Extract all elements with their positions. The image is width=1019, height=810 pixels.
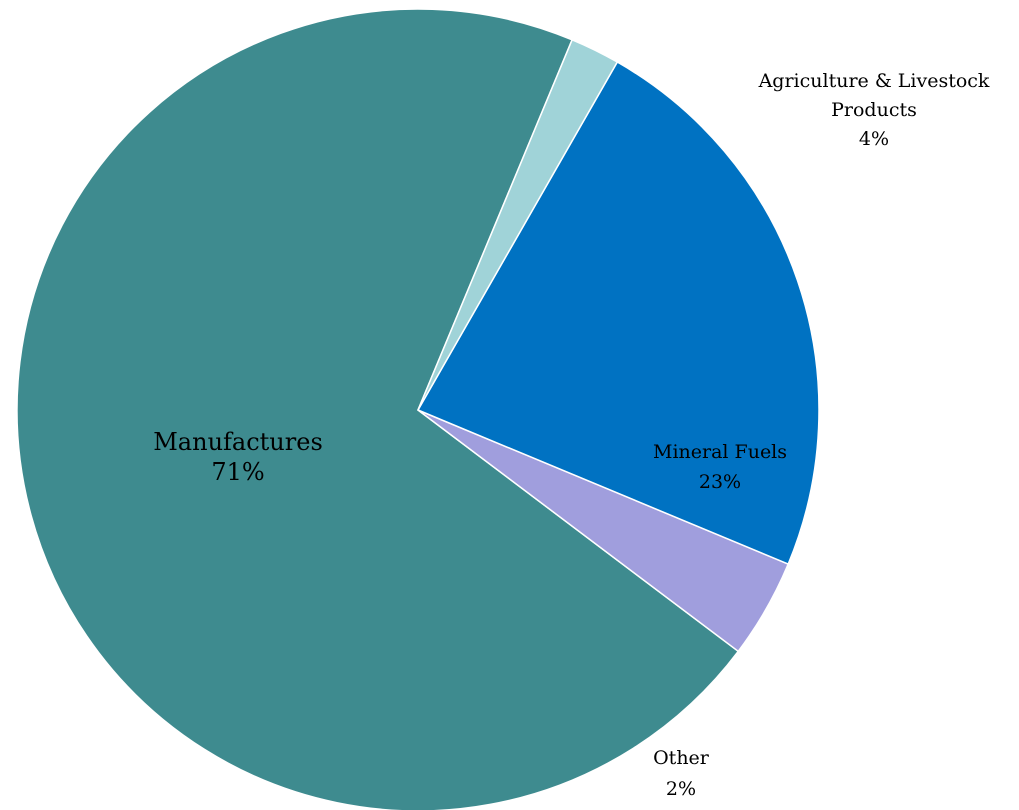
value-label-agriculture-livestock-products: 4% bbox=[859, 128, 889, 150]
label-text-other: Other bbox=[653, 747, 710, 769]
slice-manufactures bbox=[16, 8, 739, 810]
value-label-manufactures: 71% bbox=[211, 458, 264, 486]
label-text-agriculture-livestock-products: Agriculture & Livestock bbox=[758, 70, 990, 92]
slice-mineral-fuels bbox=[417, 61, 820, 565]
label-other: Other 2% bbox=[653, 747, 710, 800]
label-agriculture-livestock-products: Agriculture & Livestock Products 4% bbox=[758, 70, 990, 150]
value-label-other: 2% bbox=[666, 778, 696, 800]
pie-slices bbox=[16, 8, 820, 810]
label-manufactures: Manufactures 71% bbox=[153, 428, 323, 486]
slice-other bbox=[417, 39, 619, 411]
label-text-manufactures: Manufactures bbox=[153, 428, 323, 456]
pie-labels: Manufactures 71% Agriculture & Livestock Pr… bbox=[153, 70, 990, 800]
label-text-agriculture-livestock-products: Products bbox=[831, 99, 917, 121]
value-label-mineral-fuels: 23% bbox=[699, 471, 741, 493]
label-text-mineral-fuels: Mineral Fuels bbox=[653, 441, 787, 463]
label-mineral-fuels: Mineral Fuels 23% bbox=[653, 441, 787, 493]
